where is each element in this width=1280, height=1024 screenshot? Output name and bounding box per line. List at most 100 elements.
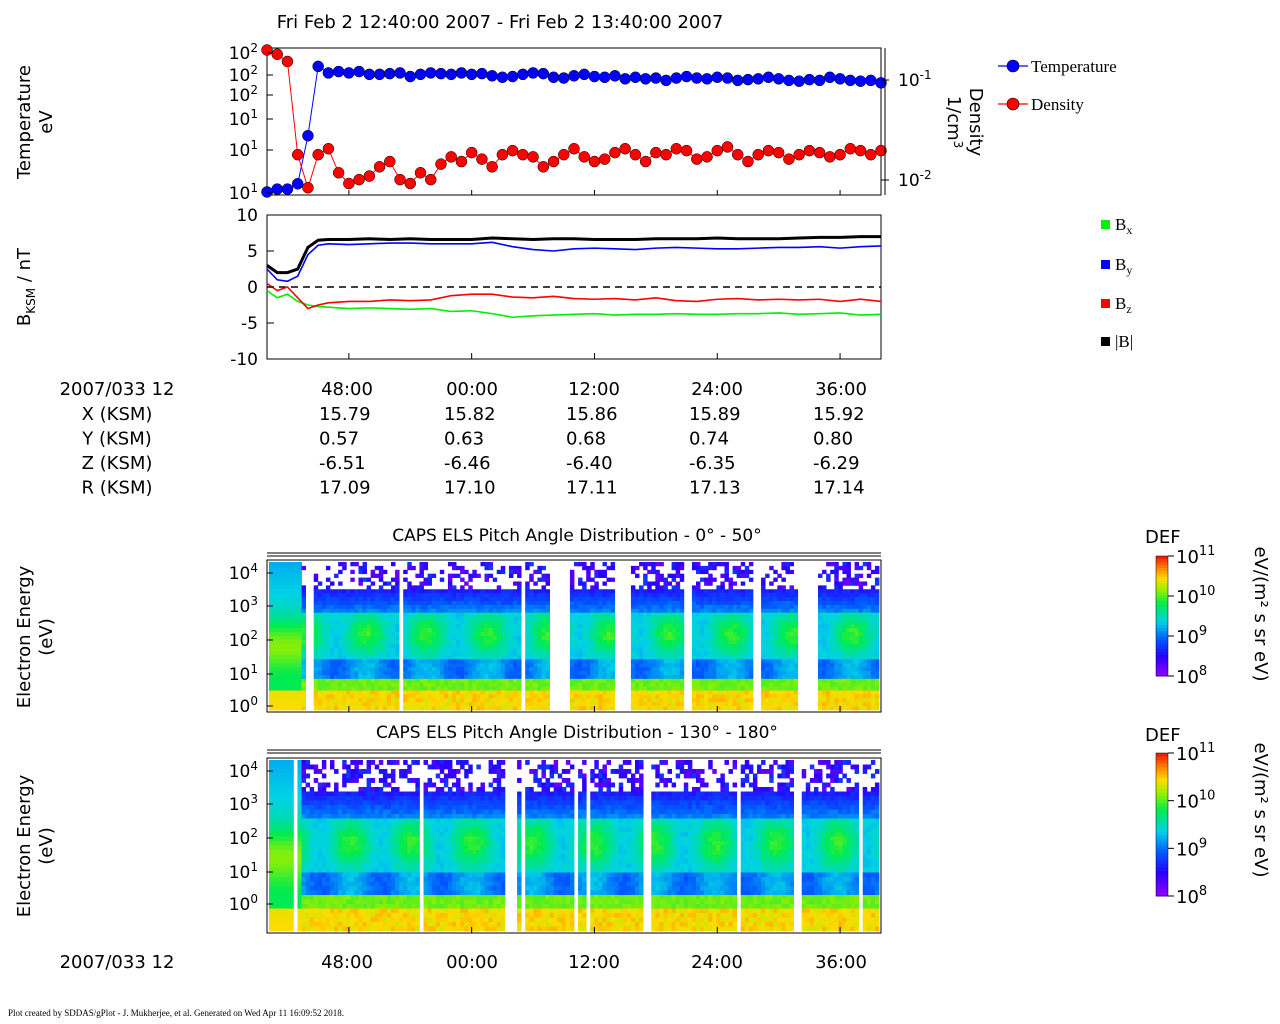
spectrogram-cell bbox=[508, 694, 514, 699]
spectrogram-cell bbox=[773, 678, 778, 684]
spectrogram-cell bbox=[362, 655, 367, 660]
spectrogram-cell bbox=[313, 604, 319, 610]
spectrogram-cell bbox=[411, 604, 416, 610]
spectrogram-cell bbox=[744, 643, 750, 649]
spectrogram-cell bbox=[675, 632, 681, 637]
spectrogram-cell bbox=[500, 674, 506, 680]
spectrogram-cell bbox=[321, 655, 327, 660]
spectrogram-cell bbox=[464, 608, 469, 614]
spectrogram-cell bbox=[370, 581, 376, 586]
spectrogram-cell bbox=[277, 671, 282, 676]
spectrogram-cell bbox=[574, 562, 579, 567]
spectrogram-cell bbox=[647, 686, 652, 691]
spectrogram-cell bbox=[590, 632, 595, 637]
spectrogram-cell bbox=[301, 671, 306, 676]
spectrogram-cell bbox=[273, 573, 278, 578]
spectrogram-cell bbox=[338, 628, 343, 633]
spectrogram-cell bbox=[289, 832, 294, 837]
spectrogram-cell bbox=[289, 895, 294, 900]
spectrogram-cell bbox=[740, 608, 746, 614]
spectrogram-cell bbox=[643, 694, 648, 699]
spectrogram-cell bbox=[427, 628, 433, 633]
spectrogram-cell bbox=[301, 895, 306, 900]
spectrogram-cell bbox=[748, 667, 754, 672]
spectrogram-cell bbox=[822, 686, 827, 691]
temperature-point bbox=[680, 70, 693, 83]
spectrogram-cell bbox=[513, 674, 518, 680]
spectrogram-cell bbox=[854, 690, 860, 695]
spectrogram-cell bbox=[712, 565, 717, 571]
spectrogram-cell bbox=[748, 562, 754, 567]
spectrogram-cell bbox=[297, 913, 302, 918]
spectrogram-cell bbox=[346, 694, 351, 699]
spectrogram-cell bbox=[610, 628, 616, 633]
spectrogram-cell bbox=[667, 702, 672, 707]
spectrogram-cell bbox=[773, 624, 778, 629]
spectrogram-cell bbox=[594, 589, 599, 594]
spectrogram-cell bbox=[744, 628, 750, 633]
spectrogram-cell bbox=[874, 702, 880, 707]
spectrogram-cell bbox=[574, 643, 579, 649]
spectrogram-cell bbox=[728, 647, 733, 652]
spectrogram-cell bbox=[378, 628, 384, 633]
spectrogram-cell bbox=[334, 659, 339, 664]
spectrogram-cell bbox=[517, 639, 522, 645]
spectrogram-cell bbox=[285, 773, 290, 779]
spectrogram-cell bbox=[374, 686, 380, 691]
spectrogram-cell bbox=[545, 686, 550, 691]
spectrogram-cell bbox=[435, 628, 441, 633]
spectrogram-cell bbox=[447, 616, 453, 621]
spectrogram-cell bbox=[761, 585, 766, 590]
spectrogram-cell bbox=[354, 655, 359, 660]
spectrogram-cell bbox=[679, 651, 685, 656]
spectrogram-cell bbox=[443, 608, 449, 614]
spectrogram-cell bbox=[700, 620, 705, 625]
spectrogram-cell bbox=[285, 904, 290, 909]
spectrogram-cell bbox=[468, 577, 473, 582]
spectrogram-cell bbox=[330, 600, 335, 606]
spectrogram-cell bbox=[513, 671, 518, 676]
bz-legend-swatch bbox=[1101, 299, 1110, 308]
spectrogram-cell bbox=[862, 600, 868, 606]
spectrogram-cell bbox=[338, 682, 343, 688]
spectrogram-cell bbox=[273, 881, 278, 887]
spectrogram-cell bbox=[647, 624, 652, 629]
spectrogram-cell bbox=[277, 904, 282, 909]
spectrogram-cell bbox=[513, 698, 518, 703]
spectrogram-cell bbox=[846, 667, 851, 672]
spectrogram-cell bbox=[777, 608, 782, 614]
spectrogram-cell bbox=[862, 639, 868, 645]
spectrogram-cell bbox=[858, 632, 864, 637]
temperature-point bbox=[363, 68, 376, 81]
spectrogram-cell bbox=[838, 632, 843, 637]
spectrogram-cell bbox=[277, 694, 282, 699]
spectrogram-cell bbox=[297, 836, 302, 842]
spectrogram-cell bbox=[781, 702, 786, 707]
spectrogram-cell bbox=[675, 585, 681, 590]
spectrogram-cell bbox=[846, 636, 851, 641]
spectrogram-cell bbox=[370, 651, 376, 656]
spectrogram-cell bbox=[712, 620, 717, 625]
spectrogram-cell bbox=[777, 678, 782, 684]
spectrogram-cell bbox=[403, 604, 408, 610]
spectrogram-cell bbox=[305, 872, 311, 878]
spectrogram-cell bbox=[281, 877, 286, 882]
spectrogram-cell bbox=[635, 604, 640, 610]
spectrogram-cell bbox=[545, 694, 550, 699]
spectrogram-cell bbox=[582, 624, 587, 629]
spectrogram-cell bbox=[728, 671, 733, 676]
spectrogram-cell bbox=[732, 647, 738, 652]
spectrogram-cell bbox=[395, 593, 400, 598]
spectrogram-cell bbox=[456, 698, 461, 703]
spectrogram-cell bbox=[492, 593, 498, 598]
spectrogram-cell bbox=[289, 589, 294, 594]
spectrogram-cell bbox=[297, 778, 302, 783]
spectrogram-cell bbox=[545, 655, 550, 660]
spectrogram-cell bbox=[675, 624, 681, 629]
spectrogram-cell bbox=[378, 565, 384, 571]
density-series-group bbox=[261, 44, 887, 194]
spectrogram-cell bbox=[740, 569, 746, 575]
spectrogram-cell bbox=[838, 604, 843, 610]
spectrogram-cell bbox=[704, 581, 709, 586]
